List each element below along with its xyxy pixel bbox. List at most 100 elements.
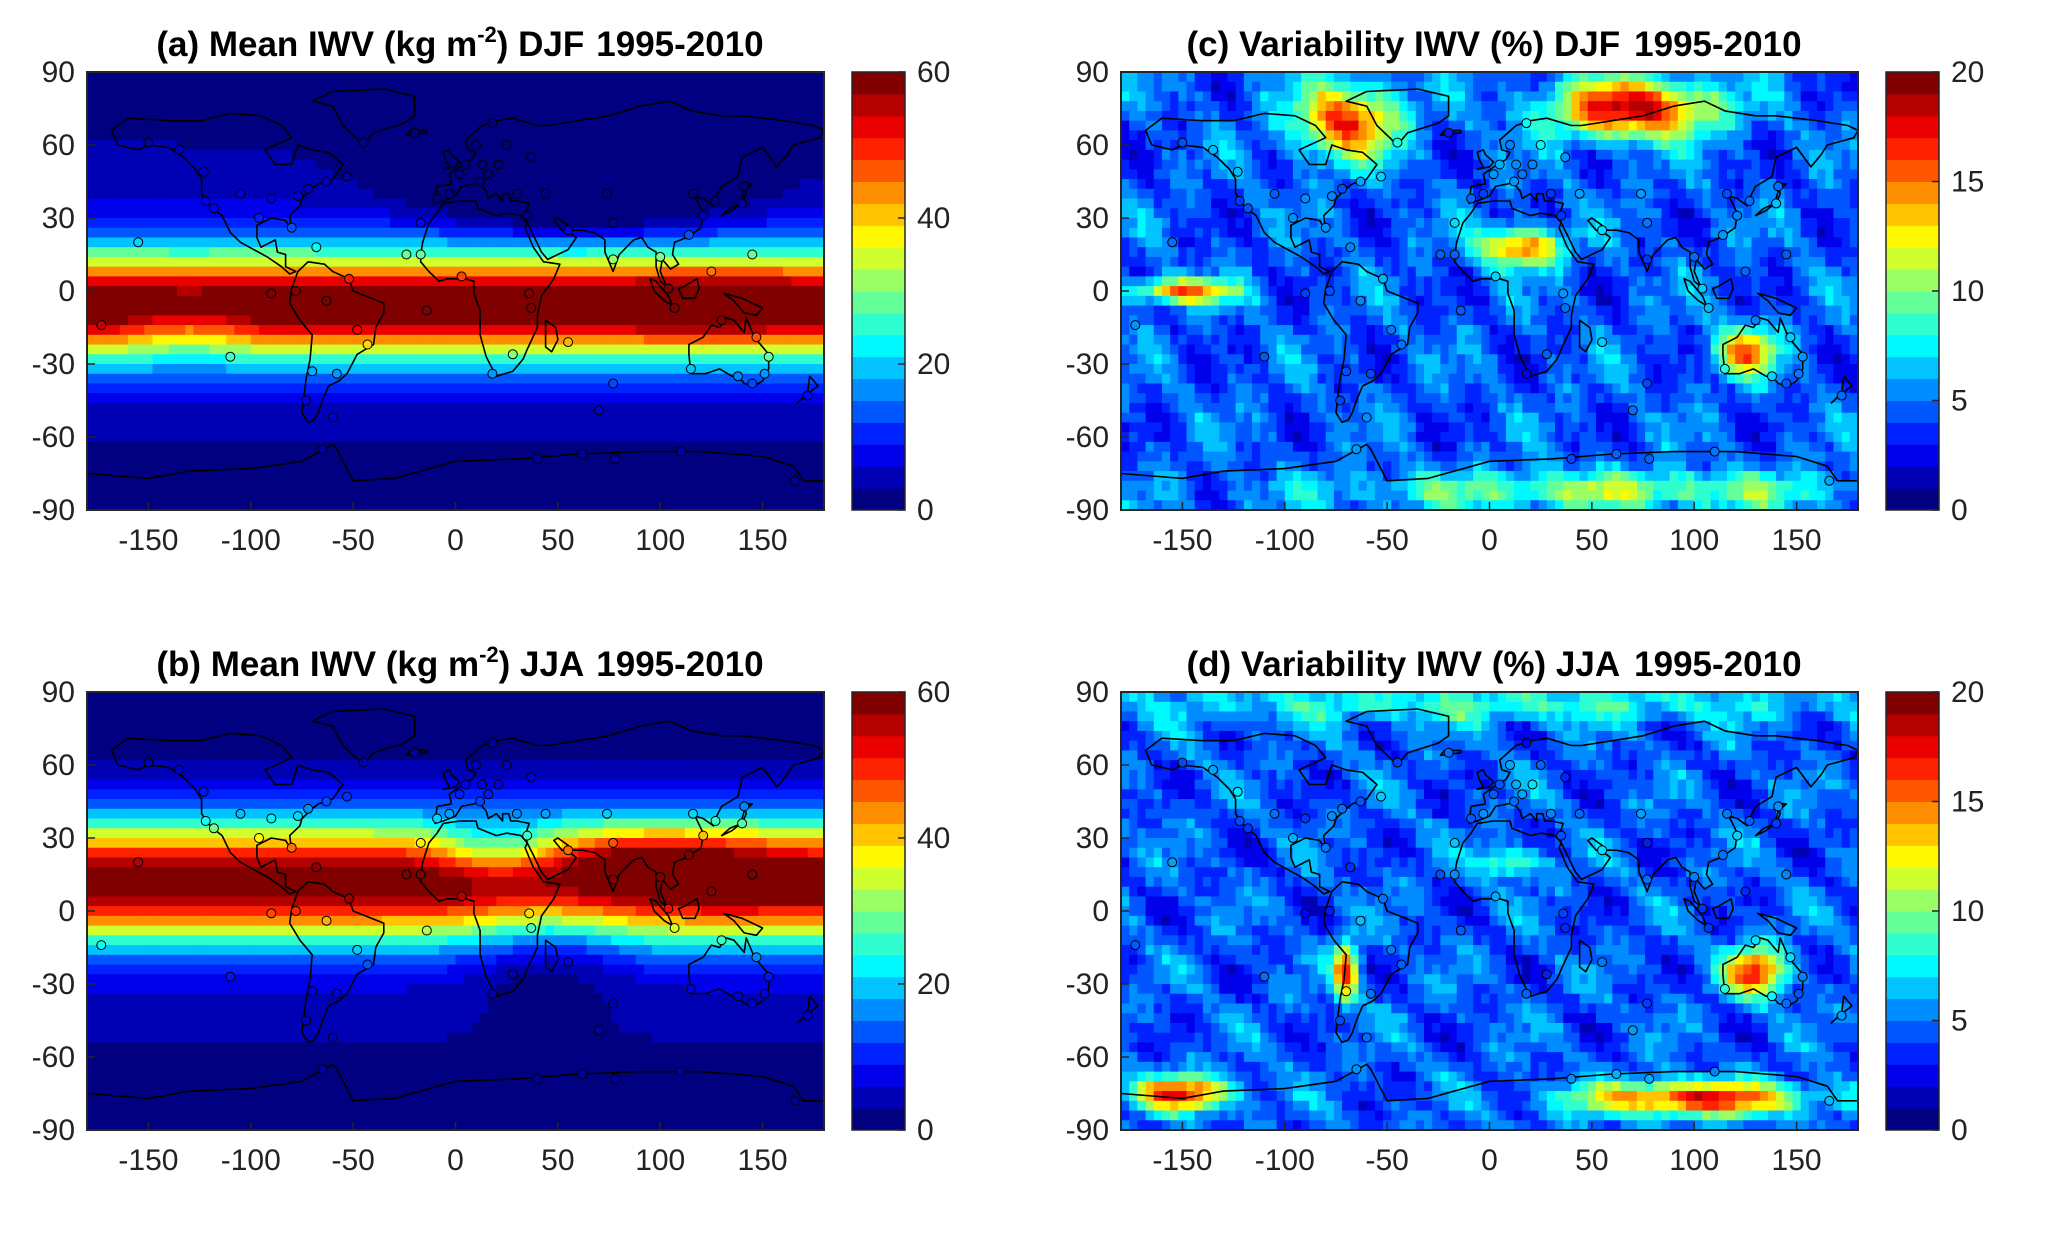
- field-cell: [414, 701, 424, 713]
- field-cell: [234, 441, 244, 453]
- field-cell: [774, 441, 784, 453]
- field-cell: [504, 237, 514, 248]
- field-cell: [488, 305, 498, 316]
- field-cell: [611, 461, 620, 472]
- field-cell: [602, 130, 612, 141]
- field-cell: [750, 422, 760, 433]
- field-cell: [783, 208, 792, 219]
- field-cell: [488, 711, 498, 722]
- colorbar-segment: [852, 488, 905, 511]
- field-cell: [619, 140, 629, 151]
- field-cell: [496, 198, 506, 209]
- field-cell: [422, 179, 432, 190]
- field-cell: [365, 237, 375, 248]
- field-cell: [635, 373, 645, 385]
- field-cell: [185, 315, 195, 326]
- field-cell: [111, 740, 121, 751]
- field-cell: [480, 149, 489, 161]
- field-cell: [455, 451, 465, 462]
- field-cell: [447, 256, 457, 268]
- field-cell: [332, 266, 342, 277]
- field-cell: [308, 159, 317, 170]
- field-cell: [709, 383, 719, 394]
- field-cell: [160, 91, 170, 102]
- field-cell: [635, 480, 645, 492]
- field-cell: [791, 140, 801, 151]
- field-cell: [168, 383, 178, 394]
- field-cell: [521, 227, 530, 239]
- field-cell: [201, 72, 211, 83]
- field-cell: [742, 721, 751, 732]
- field-cell: [635, 179, 645, 190]
- field-cell: [185, 159, 195, 170]
- field-cell: [299, 354, 309, 365]
- field-cell: [750, 91, 760, 102]
- field-cell: [791, 364, 801, 375]
- field-cell: [783, 422, 792, 433]
- field-cell: [480, 490, 489, 501]
- field-cell: [807, 110, 817, 122]
- field-cell: [570, 315, 579, 326]
- field-cell: [643, 276, 653, 287]
- field-cell: [660, 237, 670, 248]
- station-marker: [471, 140, 481, 150]
- field-cell: [111, 364, 121, 375]
- field-cell: [447, 120, 457, 131]
- field-cell: [774, 334, 784, 346]
- x-axis-ticks: -150 -100 -50 0 50 100 150: [118, 502, 788, 557]
- field-cell: [152, 441, 162, 453]
- colorbar-segment: [852, 378, 905, 401]
- field-cell: [283, 247, 293, 258]
- field-cell: [283, 769, 293, 781]
- field-cell: [807, 441, 817, 453]
- field-cell: [87, 471, 96, 482]
- field-cell: [414, 237, 424, 248]
- field-cell: [463, 500, 473, 511]
- field-cell: [504, 91, 514, 102]
- field-cell: [439, 120, 448, 131]
- field-cell: [365, 110, 375, 122]
- field-cell: [111, 315, 121, 326]
- field-cell: [660, 208, 670, 219]
- field-cell: [103, 364, 113, 375]
- field-cell: [619, 130, 629, 141]
- field-cell: [283, 451, 293, 462]
- field-cell: [676, 110, 686, 122]
- field-cell: [439, 701, 448, 713]
- field-cell: [95, 344, 104, 355]
- field-cell: [807, 140, 817, 151]
- field-cell: [570, 227, 579, 239]
- field-cell: [815, 276, 825, 287]
- field-cell: [471, 334, 481, 346]
- field-cell: [619, 721, 629, 732]
- field-cell: [676, 286, 686, 297]
- field-cell: [783, 140, 792, 151]
- field-cell: [799, 334, 809, 346]
- field-cell: [430, 179, 440, 190]
- field-cell: [144, 227, 154, 239]
- field-cell: [398, 422, 407, 433]
- field-cell: [414, 402, 424, 414]
- field-cell: [463, 130, 473, 141]
- field-cell: [594, 305, 604, 316]
- station-marker: [444, 188, 455, 199]
- field-cell: [414, 383, 424, 394]
- field-cell: [635, 140, 645, 151]
- field-cell: [815, 740, 825, 751]
- field-cell: [594, 179, 604, 190]
- field-cell: [652, 721, 661, 732]
- field-cell: [209, 750, 219, 761]
- field-cell: [209, 218, 219, 229]
- field-cell: [398, 334, 407, 346]
- field-cell: [733, 364, 743, 375]
- station-marker: [198, 166, 209, 177]
- field-cell: [422, 120, 432, 131]
- field-cell: [144, 159, 154, 170]
- field-cell: [242, 432, 252, 443]
- field-cell: [389, 769, 399, 781]
- field-cell: [561, 441, 571, 453]
- field-cell: [807, 130, 817, 141]
- field-cell: [226, 130, 235, 141]
- field-cell: [480, 227, 489, 239]
- field-cell: [177, 149, 186, 161]
